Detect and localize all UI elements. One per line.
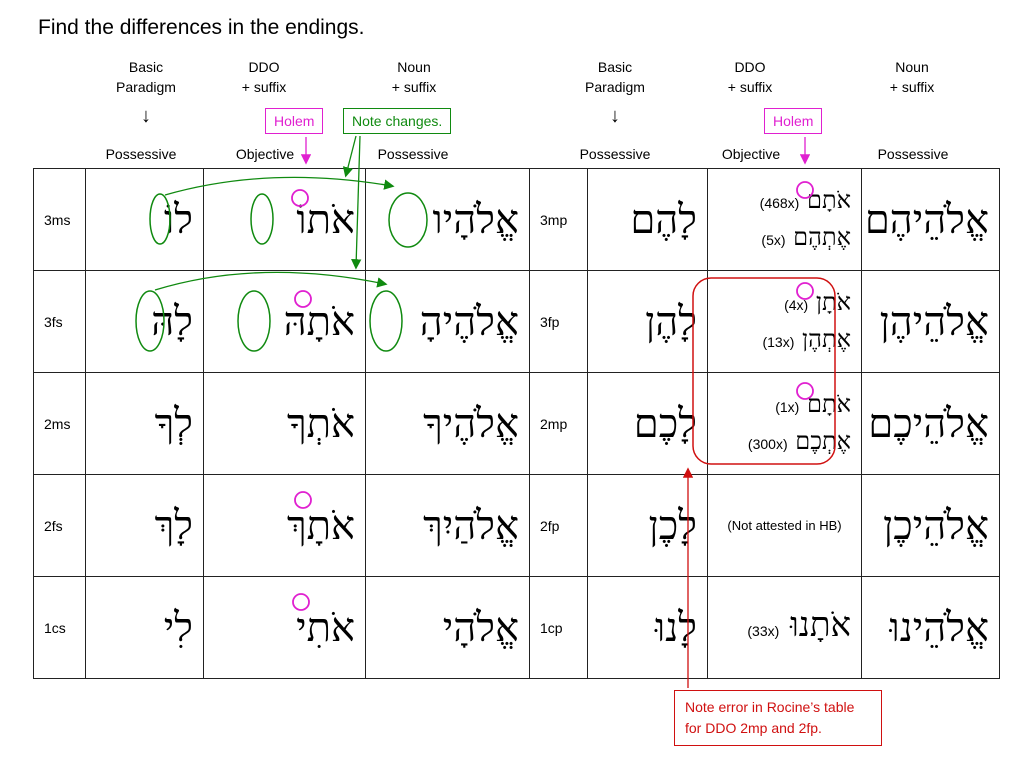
ddo-variant: (468x) אֹתָם <box>708 183 851 220</box>
count-label: (33x) <box>747 622 780 639</box>
header-line: DDO <box>248 59 280 75</box>
ddo-form: אֹתָם <box>806 389 851 418</box>
basic-form: לָהֶן <box>587 270 708 373</box>
basic-form: לָהּ <box>85 270 204 373</box>
person-label: 3fs <box>33 270 86 373</box>
header-line: + suffix <box>889 79 935 95</box>
header-ddo-suffix-right: DDO + suffix <box>690 57 810 97</box>
noun-form: אֱלֹהֵיהֶם <box>861 168 1000 271</box>
person-label: 3fp <box>529 270 588 373</box>
person-label: 2fs <box>33 474 86 577</box>
sub-header-objective-left: Objective <box>235 146 295 162</box>
ddo-forms: (468x) אֹתָם (5x) אֶתְהֶם <box>707 168 862 271</box>
basic-form: לָכֶן <box>587 474 708 577</box>
person-label: 2mp <box>529 372 588 475</box>
ddo-form: אֶתְכֶם <box>795 426 851 455</box>
table-row: 2ms לְךָ אֹתְךָ אֱלֹהֶיךָ 2mp לָכֶם (1x)… <box>33 372 1000 475</box>
basic-form: לָכֶם <box>587 372 708 475</box>
table-row: 3fs לָהּ אֹתָהּ אֱלֹהֶיהָ 3fp לָהֶן (4x)… <box>33 270 1000 373</box>
ddo-form: אֹתוֹ <box>203 168 366 271</box>
noun-form: אֱלֹהֵיכֶם <box>861 372 1000 475</box>
holem-callout-left: Holem <box>265 108 324 134</box>
header-line: Basic <box>597 59 633 75</box>
ddo-forms: (33x) אֹתָנוּ <box>707 576 862 679</box>
header-basic-paradigm-left: Basic Paradigm <box>86 57 206 97</box>
person-label: 1cs <box>33 576 86 679</box>
sub-header-possessive-noun-right: Possessive <box>877 146 949 162</box>
header-line: Noun <box>895 59 929 75</box>
count-label: (5x) <box>761 231 786 248</box>
person-label: 3mp <box>529 168 588 271</box>
person-label: 1cp <box>529 576 588 679</box>
table-row: 2fs לָךְ אֹתָךְ אֱלֹהַיִךְ 2fp לָכֶן (No… <box>33 474 1000 577</box>
basic-form: לִי <box>85 576 204 679</box>
header-line: Noun <box>397 59 431 75</box>
person-label: 2ms <box>33 372 86 475</box>
noun-form: אֱלֹהֶיהָ <box>365 270 530 373</box>
header-noun-suffix-right: Noun + suffix <box>852 57 972 97</box>
ddo-form: אֹתָנוּ <box>790 604 851 645</box>
not-attested-note: (Not attested in HB) <box>707 474 862 577</box>
sub-header-possessive-noun-left: Possessive <box>377 146 449 162</box>
header-line: DDO <box>734 59 766 75</box>
noun-form: אֱלֹהֶיךָ <box>365 372 530 475</box>
table-row: 1cs לִי אֹתִי אֱלֹהָי 1cp לָנוּ (33x) אֹ… <box>33 576 1000 679</box>
ddo-form: אֹתָם <box>806 185 851 214</box>
header-line: Basic <box>128 59 164 75</box>
arrow-down-icon: ↓ <box>610 105 620 127</box>
ddo-form: אֹתָן <box>815 287 851 316</box>
paradigm-table: 3ms לוֹ אֹתוֹ אֱלֹהָיו 3mp לָהֶם (468x) … <box>33 168 1000 679</box>
ddo-variant: (5x) אֶתְהֶם <box>708 220 851 257</box>
sub-header-objective-right: Objective <box>721 146 781 162</box>
noun-form: אֱלֹהֵיהֶן <box>861 270 1000 373</box>
ddo-form: אֶתְהֶם <box>793 222 851 251</box>
header-noun-suffix-left: Noun + suffix <box>354 57 474 97</box>
basic-form: לְךָ <box>85 372 204 475</box>
ddo-variant: (33x) אֹתָנוּ <box>708 608 851 648</box>
noun-form: אֱלֹהָיו <box>365 168 530 271</box>
count-label: (1x) <box>775 398 800 415</box>
ddo-forms: (1x) אֹתָם (300x) אֶתְכֶם <box>707 372 862 475</box>
ddo-form: אֹתָךְ <box>203 474 366 577</box>
ddo-form: אֹתְךָ <box>203 372 366 475</box>
ddo-variant: (13x) אֶתְהֶן <box>708 322 851 359</box>
ddo-forms: (4x) אֹתָן (13x) אֶתְהֶן <box>707 270 862 373</box>
arrow-down-icon: ↓ <box>141 105 151 127</box>
ddo-variant: (4x) אֹתָן <box>708 285 851 322</box>
basic-form: לוֹ <box>85 168 204 271</box>
header-line: Paradigm <box>116 79 176 95</box>
header-basic-paradigm-right: Basic Paradigm <box>555 57 675 97</box>
ddo-form: אֹתָהּ <box>203 270 366 373</box>
count-label: (13x) <box>762 333 795 350</box>
ddo-variant: (300x) אֶתְכֶם <box>708 424 851 461</box>
holem-callout-right: Holem <box>764 108 823 134</box>
basic-form: לָהֶם <box>587 168 708 271</box>
count-label: (4x) <box>784 296 809 313</box>
error-note-callout: Note error in Rocine’s table for DDO 2mp… <box>674 690 882 746</box>
person-label: 2fp <box>529 474 588 577</box>
count-label: (468x) <box>759 194 800 211</box>
ddo-variant: (1x) אֹתָם <box>708 387 851 424</box>
noun-form: אֱלֹהֵינוּ <box>861 576 1000 679</box>
header-line: + suffix <box>241 79 287 95</box>
noun-form: אֱלֹהַיִךְ <box>365 474 530 577</box>
header-line: + suffix <box>727 79 773 95</box>
ddo-form: אֶתְהֶן <box>802 324 851 353</box>
noun-form: אֱלֹהָי <box>365 576 530 679</box>
person-label: 3ms <box>33 168 86 271</box>
sub-header-possessive-right: Possessive <box>579 146 651 162</box>
page-title: Find the differences in the endings. <box>38 16 365 39</box>
header-line: Paradigm <box>585 79 645 95</box>
header-line: + suffix <box>391 79 437 95</box>
note-changes-callout: Note changes. <box>343 108 452 134</box>
count-label: (300x) <box>747 435 788 452</box>
basic-form: לָךְ <box>85 474 204 577</box>
basic-form: לָנוּ <box>587 576 708 679</box>
ddo-form: אֹתִי <box>203 576 366 679</box>
header-ddo-suffix-left: DDO + suffix <box>204 57 324 97</box>
sub-header-possessive-left: Possessive <box>105 146 177 162</box>
table-row: 3ms לוֹ אֹתוֹ אֱלֹהָיו 3mp לָהֶם (468x) … <box>33 168 1000 271</box>
noun-form: אֱלֹהֵיכֶן <box>861 474 1000 577</box>
